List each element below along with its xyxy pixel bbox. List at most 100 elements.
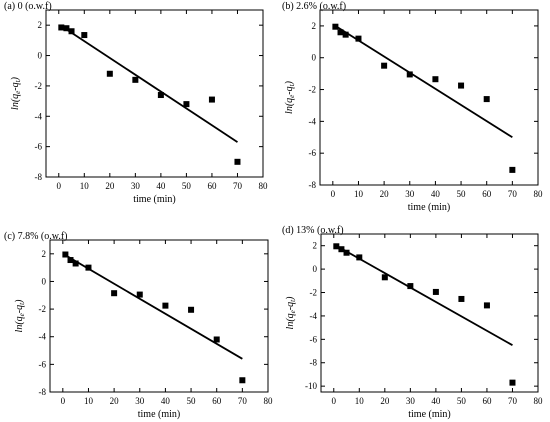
- y-axis-label-part: t: [289, 299, 297, 302]
- plot-frame: [45, 9, 264, 178]
- y-axis-label-part: e: [14, 91, 22, 94]
- plot-frame: [320, 233, 539, 393]
- y-tick-label: -8: [39, 387, 47, 397]
- x-tick-label: 60: [482, 189, 492, 199]
- data-point: [213, 336, 220, 343]
- data-point: [343, 249, 350, 256]
- data-point: [81, 32, 88, 39]
- x-tick-label: 50: [182, 181, 192, 191]
- chart-panel-4: 0 10 20 30 40 50 60 70 80 -10 -8 -6 -4 -2 0 2 (d) 13% (o…: [282, 225, 543, 420]
- x-tick-label: 30: [131, 181, 141, 191]
- x-tick-label: 40: [161, 396, 171, 406]
- plot-frame: [319, 9, 539, 186]
- y-tick-label: -4: [310, 311, 318, 321]
- data-point: [337, 29, 344, 36]
- data-point: [162, 302, 169, 309]
- y-tick-label: -10: [305, 381, 317, 391]
- y-axis-label-part: ln(q: [14, 316, 25, 332]
- y-axis-label-part: ): [284, 80, 295, 85]
- data-point: [68, 28, 75, 35]
- y-axis-label-part: e: [288, 95, 296, 98]
- x-tick-label: 70: [508, 189, 518, 199]
- data-point: [239, 377, 246, 384]
- y-axis-label-part: ): [285, 296, 296, 301]
- data-point: [183, 101, 190, 108]
- data-point: [342, 31, 349, 38]
- y-axis-label: ln(qe-qt): [284, 80, 296, 114]
- data-point: [432, 76, 439, 83]
- x-axis-label: time (min): [408, 202, 451, 213]
- data-point: [85, 264, 92, 271]
- data-point: [157, 92, 164, 99]
- y-tick-label: -6: [309, 148, 317, 158]
- y-tick-label: 0: [313, 264, 318, 274]
- y-tick-label: -6: [310, 334, 318, 344]
- x-tick-label: 0: [332, 396, 337, 406]
- data-point: [62, 251, 69, 258]
- x-tick-label: 20: [105, 181, 115, 191]
- data-point: [458, 82, 465, 89]
- x-tick-label: 30: [405, 189, 415, 199]
- data-point: [483, 302, 490, 309]
- y-tick-label: 0: [42, 276, 47, 286]
- data-point: [136, 291, 143, 298]
- y-axis-label-part: t: [14, 79, 22, 82]
- data-point: [432, 288, 439, 295]
- y-axis-label-part: t: [288, 83, 296, 86]
- data-point: [356, 254, 363, 261]
- x-tick-label: 30: [406, 396, 416, 406]
- y-axis-label: ln(qe-qt): [285, 296, 297, 330]
- x-tick-label: 70: [238, 396, 248, 406]
- data-point: [483, 96, 490, 103]
- data-point: [72, 260, 79, 267]
- y-axis-label: ln(qe-qt): [10, 76, 22, 110]
- y-tick-label: 2: [42, 249, 47, 259]
- chart-panel-1: 0 10 20 30 40 50 60 70 80 -8 -6 -4 -2 0 2 (a) 0 (o.w.f)…: [4, 1, 268, 205]
- data-point: [111, 290, 118, 297]
- chart-panel-2: 0 10 20 30 40 50 60 70 80 -8 -6 -4 -2 0 2 (b) 2.6% (o.w…: [282, 1, 543, 213]
- y-tick-label: -4: [39, 332, 47, 342]
- x-tick-label: 30: [135, 396, 145, 406]
- data-point: [406, 71, 413, 78]
- fit-line: [335, 244, 513, 346]
- data-point: [63, 25, 70, 32]
- data-point: [509, 379, 516, 386]
- y-axis-label-part: e: [289, 310, 297, 313]
- y-tick-label: 0: [312, 53, 317, 63]
- fit-line: [60, 25, 238, 143]
- data-point: [208, 96, 215, 103]
- y-tick-label: -8: [310, 358, 318, 368]
- y-tick-label: 0: [38, 51, 43, 61]
- data-point: [381, 274, 388, 281]
- x-tick-label: 10: [80, 181, 90, 191]
- panel-title: (a) 0 (o.w.f): [4, 1, 52, 12]
- data-point: [333, 243, 340, 250]
- y-tick-label: -2: [39, 304, 47, 314]
- x-tick-label: 50: [457, 396, 467, 406]
- data-point: [407, 283, 414, 290]
- data-point: [381, 62, 388, 69]
- x-tick-label: 70: [233, 181, 243, 191]
- x-tick-label: 40: [431, 189, 441, 199]
- y-tick-label: 2: [312, 21, 317, 31]
- data-point: [67, 257, 74, 264]
- x-tick-label: 80: [534, 396, 544, 406]
- y-tick-label: -6: [39, 359, 47, 369]
- x-tick-label: 0: [331, 189, 336, 199]
- y-axis-label-part: ln(q: [10, 94, 21, 110]
- data-point: [58, 24, 65, 31]
- data-point: [509, 166, 516, 173]
- y-tick-label: -6: [35, 142, 43, 152]
- x-tick-label: 60: [212, 396, 222, 406]
- y-tick-label: -8: [309, 180, 317, 190]
- x-axis-label: time (min): [408, 409, 451, 420]
- x-tick-label: 80: [534, 189, 544, 199]
- y-tick-label: 2: [313, 241, 318, 251]
- y-tick-label: -2: [309, 85, 317, 95]
- y-axis-label-part: -q: [284, 86, 295, 94]
- data-point: [355, 35, 362, 42]
- panel-title: (c) 7.8% (o.w.f): [4, 231, 68, 242]
- panel-title: (d) 13% (o.w.f): [282, 225, 344, 236]
- y-axis-label-part: ): [14, 299, 25, 304]
